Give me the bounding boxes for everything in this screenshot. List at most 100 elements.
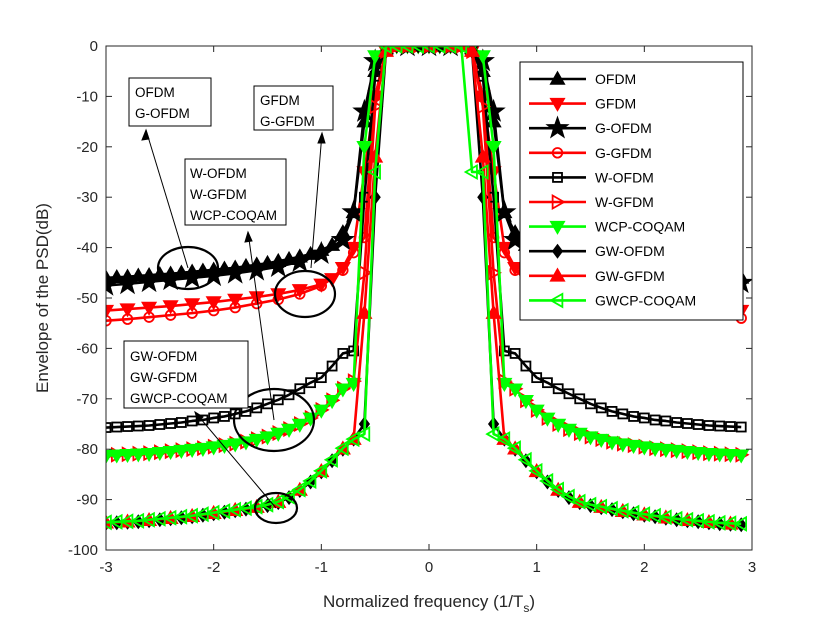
data-point (223, 260, 248, 284)
data-point (165, 418, 177, 429)
x-tick-label: 2 (640, 559, 648, 576)
data-point (638, 412, 650, 424)
data-point (334, 440, 349, 457)
data-point (106, 449, 115, 465)
data-point (315, 280, 328, 292)
data-point (657, 443, 674, 459)
legend-marker (551, 243, 564, 259)
data-point (531, 372, 543, 384)
data-point (291, 418, 308, 433)
data-point (143, 311, 155, 323)
legend-label: W-OFDM (595, 169, 654, 185)
data-point (464, 46, 481, 57)
legend-entry: GFDM (529, 96, 636, 112)
y-tick-label: -80 (76, 441, 98, 458)
data-point (183, 507, 198, 524)
data-point (356, 426, 371, 443)
data-point (106, 314, 112, 327)
legend-marker (549, 267, 566, 282)
data-point (496, 431, 511, 448)
data-point (487, 264, 502, 281)
data-point (194, 442, 211, 458)
legend-marker (549, 220, 566, 235)
data-point (345, 431, 360, 448)
data-point (164, 309, 177, 321)
data-point (313, 404, 330, 419)
data-point (549, 481, 564, 498)
data-point (682, 418, 693, 429)
annotation-text: OFDM (135, 85, 175, 100)
data-point (517, 395, 534, 410)
data-point (324, 395, 341, 410)
data-point (539, 472, 554, 490)
legend-marker (549, 292, 564, 309)
annotation-text: G-GFDM (260, 114, 315, 129)
legend-label: GWCP-COQAM (595, 292, 696, 308)
data-point (474, 50, 491, 65)
data-point (108, 449, 125, 464)
data-point (552, 383, 564, 395)
annotation-arrows (141, 128, 326, 509)
data-point (106, 304, 115, 319)
data-point (571, 493, 586, 510)
annotation-box-ofdm: OFDM G-OFDM (128, 77, 212, 127)
y-tick-label: 0 (90, 38, 98, 55)
legend-entry: OFDM (529, 70, 636, 87)
arrow-wofdm (247, 231, 275, 421)
y-axis-label: Envelope of the PSD(dB) (33, 203, 52, 393)
data-point (668, 444, 685, 460)
data-point (660, 415, 672, 427)
data-point (309, 240, 334, 264)
data-point (269, 493, 285, 510)
data-point (560, 423, 578, 438)
data-point (141, 447, 158, 463)
legend: OFDM GFDM G-OFDM G-GFDM W-OFDM W-GFDM WCP-COQA… (519, 61, 744, 321)
data-point (603, 436, 621, 451)
series-line (106, 46, 742, 526)
annotation-text: W-GFDM (190, 187, 247, 202)
annotation-box-wofdm: W-OFDM W-GFDM WCP-COQAM (184, 158, 287, 226)
data-point (302, 472, 317, 490)
data-point (111, 421, 123, 433)
annotation-box-gwofdm: GW-OFDM GW-GFDM GWCP-COQAM (123, 340, 249, 409)
data-point (122, 421, 133, 432)
x-tick-label: 3 (748, 559, 756, 576)
data-point (671, 417, 683, 428)
data-point (614, 502, 629, 519)
data-point (216, 503, 231, 520)
ellipse-gwofdm-region (253, 491, 299, 525)
data-point (356, 141, 373, 156)
data-point (593, 433, 610, 448)
data-point (184, 443, 201, 459)
data-point (323, 451, 338, 468)
data-point (229, 301, 241, 314)
data-point (337, 264, 349, 276)
data-point (377, 46, 392, 55)
data-point (496, 377, 513, 392)
legend-marker (545, 115, 570, 139)
data-point (477, 70, 489, 82)
data-point (550, 418, 567, 433)
data-point (614, 438, 631, 453)
data-point (226, 501, 241, 518)
data-point (219, 411, 230, 422)
legend-marker (549, 70, 566, 85)
data-point (485, 141, 502, 156)
data-point (700, 447, 717, 463)
data-point (560, 488, 575, 505)
data-point (625, 504, 640, 521)
data-point (173, 444, 190, 460)
data-point (431, 46, 446, 55)
legend-label: G-GFDM (595, 145, 652, 161)
data-point (690, 446, 707, 462)
arrow-gwofdm (194, 411, 277, 509)
legend-entry: W-GFDM (529, 193, 654, 211)
data-point (154, 419, 166, 430)
data-point (722, 448, 739, 464)
annotation-marks (156, 245, 337, 525)
y-tick-label: -10 (76, 88, 98, 105)
data-point (649, 414, 661, 426)
y-tick-label: -40 (76, 240, 98, 257)
data-point (334, 383, 351, 398)
